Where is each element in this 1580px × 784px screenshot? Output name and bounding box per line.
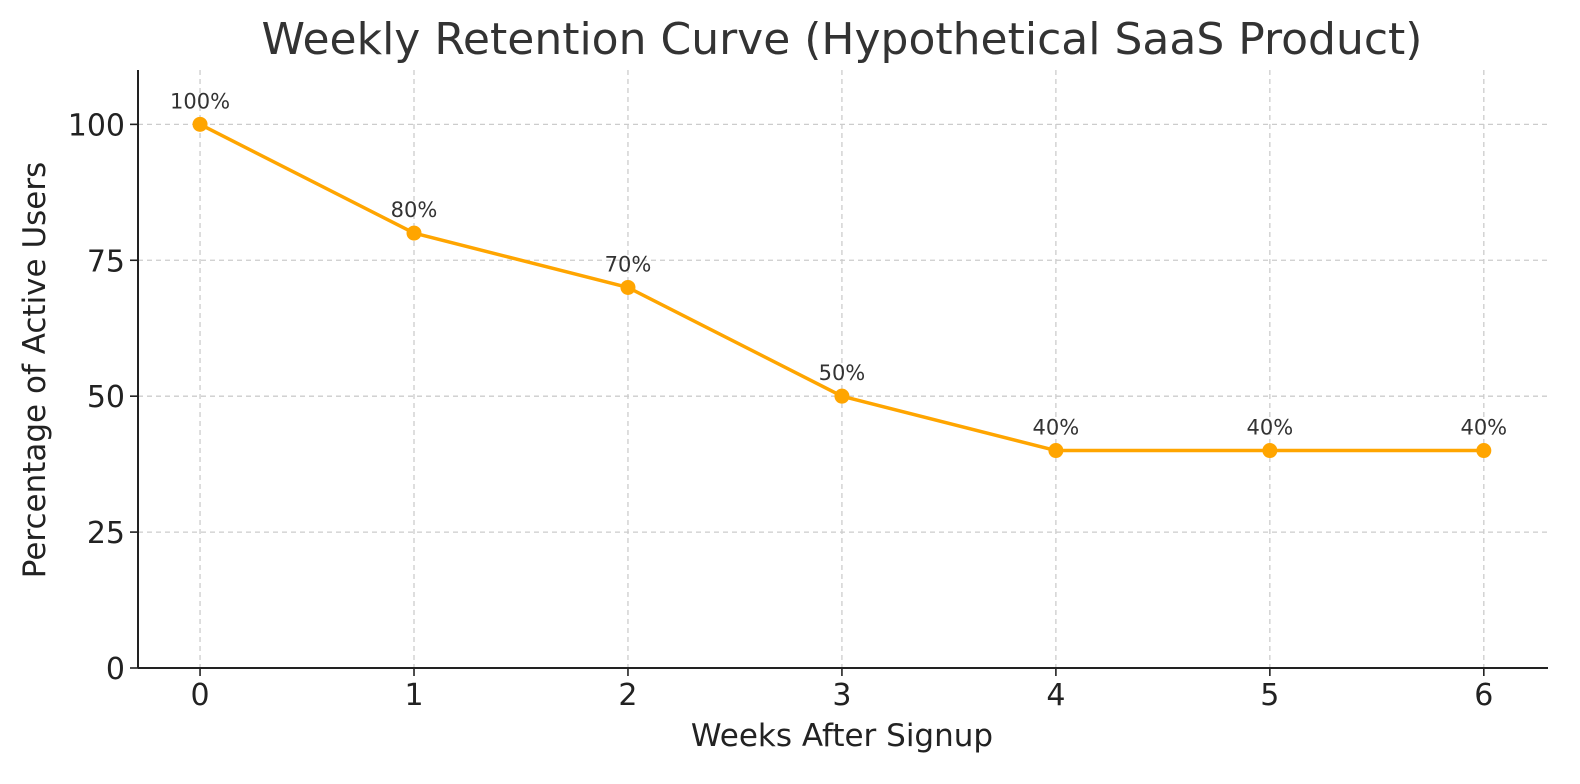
data-label: 40% [1033,416,1080,440]
data-label: 80% [391,198,438,222]
axes: 0 1 2 3 4 5 6 0 25 50 75 100 [68,70,1548,713]
x-tick-label: 2 [618,678,637,713]
data-labels: 100% 80% 70% 50% 40% 40% 40% [170,89,1507,439]
x-tick-label: 6 [1474,678,1493,713]
data-label: 40% [1460,416,1507,440]
y-tick-label: 75 [87,244,125,279]
x-tick-label: 0 [191,678,210,713]
data-point [1262,443,1278,459]
x-tick-label: 3 [832,678,851,713]
data-point [1048,443,1064,459]
data-point [620,279,636,295]
data-point [1476,443,1492,459]
series [192,116,1492,459]
data-label: 70% [605,252,652,276]
y-tick-label: 100 [68,108,125,143]
x-tick-label: 1 [404,678,423,713]
x-tick-label: 5 [1260,678,1279,713]
y-tick-label: 25 [87,516,125,551]
y-tick-label: 50 [87,380,125,415]
data-point [192,116,208,132]
data-label: 40% [1247,416,1294,440]
x-axis-label: Weeks After Signup [691,718,993,754]
data-point [834,388,850,404]
y-axis-label: Percentage of Active Users [17,162,53,579]
data-label: 50% [819,361,866,385]
data-point [406,225,422,241]
data-label: 100% [170,89,230,113]
chart-title: Weekly Retention Curve (Hypothetical Saa… [262,14,1423,65]
y-tick-label: 0 [106,652,125,687]
x-tick-label: 4 [1046,678,1065,713]
